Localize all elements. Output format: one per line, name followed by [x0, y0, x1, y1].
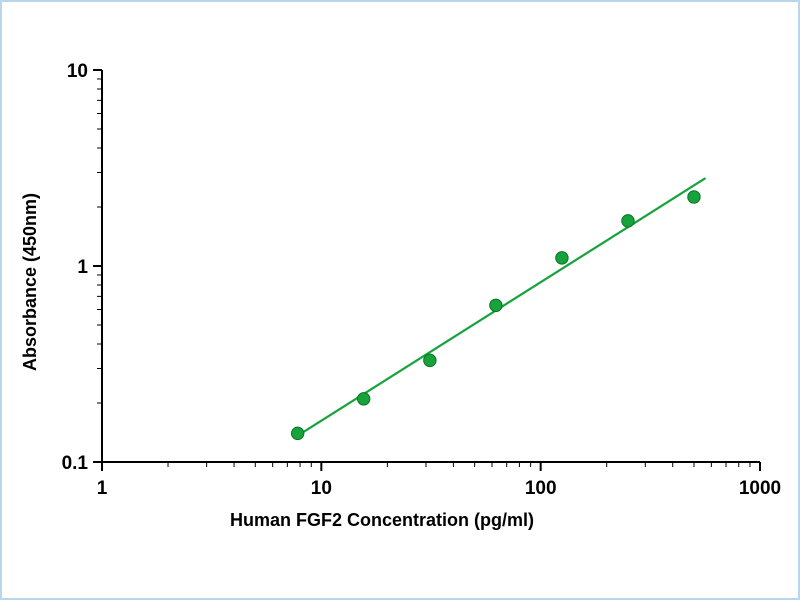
minor-tick-marks [97, 78, 751, 467]
data-point [356, 392, 371, 406]
data-series [290, 177, 706, 441]
data-point [290, 426, 305, 441]
data-point [423, 353, 437, 368]
svg-text:0.1: 0.1 [62, 453, 89, 474]
svg-text:1: 1 [97, 478, 108, 499]
major-tick-marks [93, 69, 761, 471]
svg-text:1000: 1000 [739, 478, 781, 499]
svg-text:10: 10 [67, 61, 88, 82]
svg-text:1: 1 [77, 257, 88, 278]
x-axis-title: Human FGF2 Concentration (pg/ml) [230, 510, 534, 530]
data-point [687, 190, 701, 204]
svg-text:10: 10 [311, 478, 332, 499]
data-point [555, 251, 569, 265]
svg-text:100: 100 [525, 478, 557, 499]
tick-labels: 1 10 100 1000 0.1 1 10 [62, 61, 782, 499]
data-point [621, 214, 635, 228]
axes [101, 70, 760, 463]
y-axis-title: Absorbance (450nm) [20, 193, 40, 371]
data-point [489, 298, 503, 313]
